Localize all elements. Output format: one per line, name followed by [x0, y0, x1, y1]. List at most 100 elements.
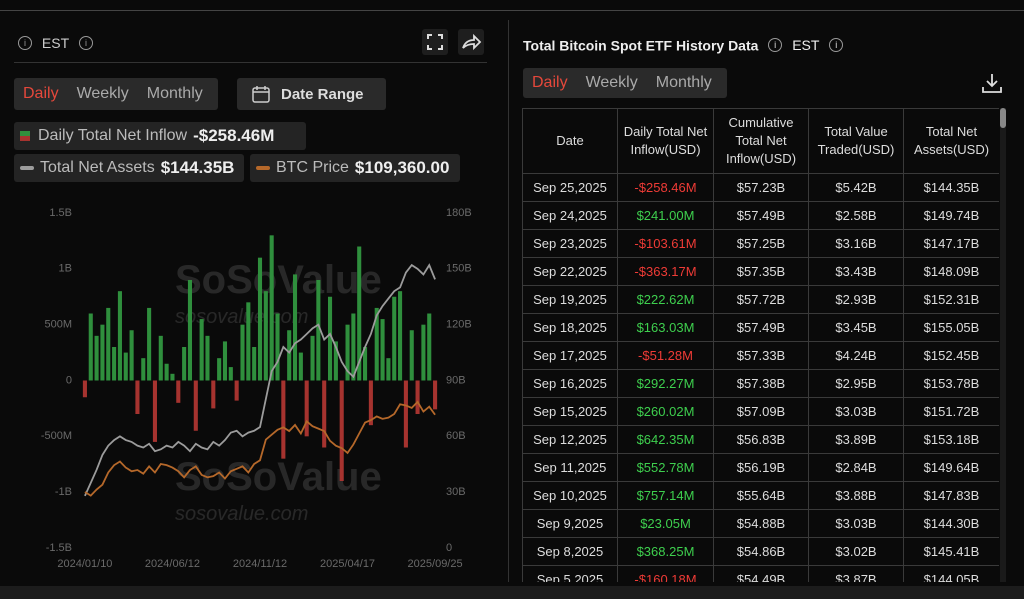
value-cell: $163.03M: [617, 313, 714, 342]
value-cell: $54.88B: [713, 509, 809, 538]
bar: [152, 380, 157, 442]
value-cell: $241.00M: [617, 201, 714, 230]
swatch-line: [256, 166, 270, 170]
date-range-button[interactable]: Date Range: [237, 78, 386, 110]
x-tick-label: 2024/01/10: [57, 558, 112, 570]
value-cell: $3.02B: [808, 537, 904, 566]
bar: [298, 352, 303, 381]
legend-item[interactable]: BTC Price $109,360.00: [250, 154, 460, 182]
value-cell: $3.89B: [808, 425, 904, 454]
value-cell: $757.14M: [617, 481, 714, 510]
bar: [392, 296, 397, 381]
table-row: Sep 25,2025 -$258.46M $57.23B $5.42B $144.35…: [522, 173, 999, 202]
y-tick-label: -500M: [41, 430, 72, 442]
value-cell: $57.35B: [713, 257, 809, 286]
table-row: Sep 8,2025 $368.25M $54.86B $3.02B $145.41B: [522, 537, 999, 566]
table-row: Sep 12,2025 $642.35M $56.83B $3.89B $153.18B: [522, 425, 999, 454]
swatch-positive: [20, 131, 30, 136]
bar: [287, 330, 292, 381]
legend-swatch: [20, 166, 34, 170]
date-cell: Sep 22,2025: [522, 257, 618, 286]
table-viewport: Date Daily Total Net Inflow(USD) Cumulativ…: [522, 108, 999, 582]
table-row: Sep 22,2025 -$363.17M $57.35B $3.43B $148.09…: [522, 257, 999, 286]
y2-tick-label: 90B: [446, 374, 466, 386]
info-icon[interactable]: i: [79, 36, 94, 51]
period-tabs: Daily Weekly Monthly: [14, 78, 218, 110]
info-icon[interactable]: i: [18, 36, 32, 51]
value-cell: $2.84B: [808, 453, 904, 482]
value-cell: $54.86B: [713, 537, 809, 566]
value-cell: $144.35B: [903, 173, 999, 202]
bar: [351, 313, 356, 381]
bar: [322, 380, 327, 448]
legend-item[interactable]: Total Net Assets $144.35B: [14, 154, 244, 182]
column-header: Date: [522, 108, 618, 174]
column-header: Daily Total Net Inflow(USD): [617, 108, 714, 174]
info-icon[interactable]: i: [829, 38, 844, 53]
y-tick-label: 1.5B: [49, 207, 72, 219]
bar: [427, 313, 432, 381]
date-cell: Sep 10,2025: [522, 481, 618, 510]
tab[interactable]: Daily: [23, 85, 59, 102]
bar: [193, 380, 198, 431]
value-cell: $2.58B: [808, 201, 904, 230]
value-cell: $57.33B: [713, 341, 809, 370]
table-row: Sep 18,2025 $163.03M $57.49B $3.45B $155.05B: [522, 313, 999, 342]
top-border: [0, 10, 1024, 11]
watermark: SoSoValue: [175, 258, 382, 302]
date-cell: Sep 25,2025: [522, 173, 618, 202]
value-cell: $149.64B: [903, 453, 999, 482]
value-cell: $152.31B: [903, 285, 999, 314]
x-tick-label: 2025/04/17: [320, 558, 375, 570]
legend-swatch: [256, 166, 270, 170]
value-cell: $3.88B: [808, 481, 904, 510]
bar: [421, 324, 426, 381]
value-cell: $147.83B: [903, 481, 999, 510]
bar: [117, 291, 122, 381]
date-cell: Sep 17,2025: [522, 341, 618, 370]
date-cell: Sep 18,2025: [522, 313, 618, 342]
value-cell: $222.62M: [617, 285, 714, 314]
tab[interactable]: Weekly: [76, 85, 129, 102]
fullscreen-button[interactable]: [422, 29, 448, 55]
value-cell: $54.49B: [713, 565, 809, 582]
bar: [211, 380, 216, 409]
bar: [345, 324, 350, 381]
value-cell: $153.78B: [903, 369, 999, 398]
bar: [88, 313, 93, 381]
tab[interactable]: Monthly: [146, 85, 203, 102]
download-button[interactable]: [980, 71, 1004, 95]
share-button[interactable]: [458, 29, 484, 55]
date-cell: Sep 19,2025: [522, 285, 618, 314]
bar: [363, 347, 368, 381]
value-cell: $57.49B: [713, 201, 809, 230]
value-cell: $260.02M: [617, 397, 714, 426]
tab[interactable]: Weekly: [585, 74, 638, 91]
value-cell: $3.16B: [808, 229, 904, 258]
y2-tick-label: 0: [446, 542, 452, 554]
date-cell: Sep 15,2025: [522, 397, 618, 426]
legend-value: $144.35B: [160, 158, 235, 177]
bar: [339, 380, 344, 481]
table-header: Total Bitcoin Spot ETF History Data i ES…: [523, 36, 844, 53]
tab[interactable]: Monthly: [655, 74, 712, 91]
y-tick-label: -1.5B: [46, 542, 72, 554]
bar: [403, 380, 408, 448]
bar: [263, 291, 268, 381]
bar: [164, 363, 169, 381]
date-cell: Sep 8,2025: [522, 537, 618, 566]
table-row: Sep 24,2025 $241.00M $57.49B $2.58B $149.74B: [522, 201, 999, 230]
date-cell: Sep 12,2025: [522, 425, 618, 454]
bar: [433, 380, 438, 410]
value-cell: $3.45B: [808, 313, 904, 342]
value-cell: $368.25M: [617, 537, 714, 566]
value-cell: $23.05M: [617, 509, 714, 538]
value-cell: $2.95B: [808, 369, 904, 398]
tab[interactable]: Daily: [532, 74, 568, 91]
info-icon[interactable]: i: [768, 38, 783, 53]
scrollbar-thumb[interactable]: [1000, 108, 1006, 128]
timezone: EST: [41, 35, 70, 52]
legend-value: -$258.46M: [193, 126, 275, 145]
table-row: Sep 10,2025 $757.14M $55.64B $3.88B $147.83B: [522, 481, 999, 510]
legend-item[interactable]: Daily Total Net Inflow -$258.46M: [14, 122, 306, 150]
